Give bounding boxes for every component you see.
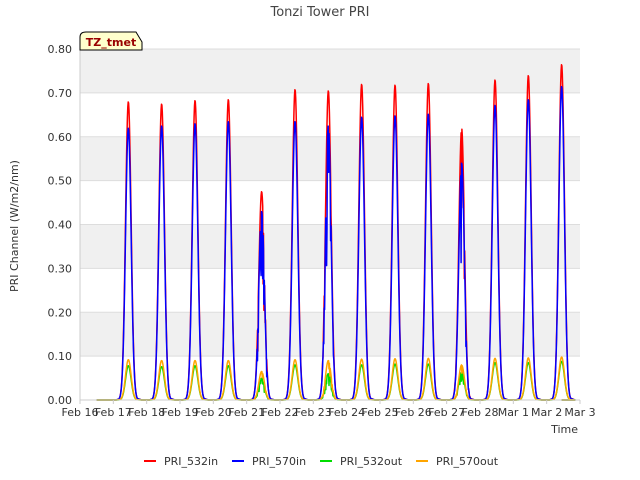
x-tick-label: Feb 27: [428, 406, 465, 419]
chart-title: Tonzi Tower PRI: [270, 5, 370, 20]
y-tick-label: 0.80: [48, 43, 73, 56]
annotation-tz-tmet: TZ_tmet: [79, 31, 143, 51]
legend-label: PRI_570in: [252, 455, 306, 468]
x-tick-label: Feb 28: [462, 406, 499, 419]
x-tick-label: Feb 23: [295, 406, 332, 419]
y-tick-label: 0.00: [48, 394, 73, 407]
plot-band: [80, 49, 580, 93]
x-tick-label: Feb 19: [162, 406, 199, 419]
x-tick-label: Feb 22: [262, 406, 299, 419]
y-tick-label: 0.10: [48, 350, 73, 363]
annotation-box: [79, 31, 143, 51]
x-tick-label: Feb 26: [395, 406, 432, 419]
legend-label: PRI_532out: [340, 455, 403, 468]
annotation-text: TZ_tmet: [86, 36, 136, 49]
x-tick-label: Feb 21: [228, 406, 265, 419]
legend: PRI_532in PRI_570in PRI_532out PRI_570out: [144, 455, 499, 468]
y-axis-ticks: 0.00 0.10 0.20 0.30 0.40 0.50 0.60 0.70 0.80: [48, 43, 73, 407]
x-axis-label: Time: [550, 423, 578, 436]
x-tick-label: Feb 24: [328, 406, 365, 419]
x-tick-label: Feb 20: [195, 406, 232, 419]
y-axis-label: PRI Channel (W/m2/nm): [8, 160, 21, 292]
legend-label: PRI_570out: [436, 455, 499, 468]
plot-band: [80, 312, 580, 357]
y-tick-label: 0.70: [48, 87, 73, 100]
y-tick-label: 0.30: [48, 262, 73, 275]
x-tick-label: Feb 18: [128, 406, 165, 419]
x-tick-label: Feb 16: [62, 406, 99, 419]
legend-label: PRI_532in: [164, 455, 218, 468]
x-tick-label: Mar 3: [564, 406, 595, 419]
y-tick-label: 0.20: [48, 306, 73, 319]
x-tick-label: Feb 17: [95, 406, 132, 419]
x-tick-label: Mar 1: [498, 406, 529, 419]
y-tick-label: 0.40: [48, 219, 73, 232]
x-tick-label: Feb 25: [362, 406, 399, 419]
y-tick-label: 0.50: [48, 175, 73, 188]
axes: [79, 49, 580, 401]
x-tick-label: Mar 2: [531, 406, 562, 419]
y-tick-label: 0.60: [48, 131, 73, 144]
